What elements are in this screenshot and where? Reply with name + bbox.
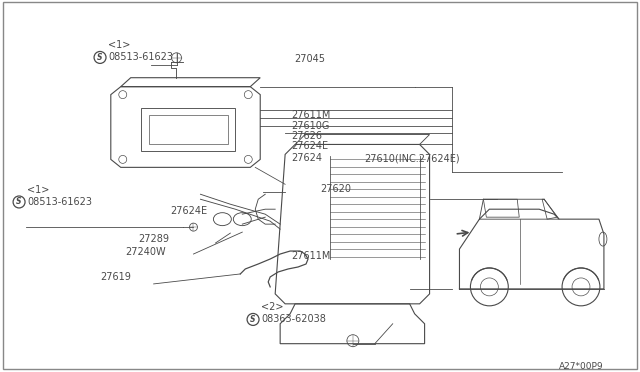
Text: 27624E: 27624E bbox=[291, 141, 328, 151]
Text: 27624E: 27624E bbox=[170, 206, 207, 216]
Text: 27619: 27619 bbox=[100, 272, 131, 282]
Text: 27624: 27624 bbox=[291, 153, 323, 163]
Text: 27240W: 27240W bbox=[125, 247, 166, 257]
Text: 27610G: 27610G bbox=[291, 121, 330, 131]
Text: S: S bbox=[17, 198, 22, 206]
Text: 08513-61623: 08513-61623 bbox=[27, 197, 92, 207]
Text: 27045: 27045 bbox=[294, 54, 326, 64]
Text: <2>: <2> bbox=[261, 302, 284, 312]
Text: 27620: 27620 bbox=[320, 184, 351, 194]
Text: <1>: <1> bbox=[27, 185, 49, 195]
Text: S: S bbox=[97, 53, 103, 62]
Text: A27*00P9: A27*00P9 bbox=[559, 362, 604, 371]
Text: 27610(INC.27624E): 27610(INC.27624E) bbox=[365, 153, 460, 163]
Text: 27626: 27626 bbox=[291, 131, 323, 141]
Text: 08513-61623: 08513-61623 bbox=[108, 52, 173, 62]
Text: <1>: <1> bbox=[108, 41, 131, 51]
Text: 08363-62038: 08363-62038 bbox=[261, 314, 326, 324]
Text: 27289: 27289 bbox=[138, 234, 170, 244]
Text: S: S bbox=[250, 315, 256, 324]
Text: 27611M: 27611M bbox=[291, 110, 331, 120]
Text: 27611M: 27611M bbox=[291, 251, 331, 261]
